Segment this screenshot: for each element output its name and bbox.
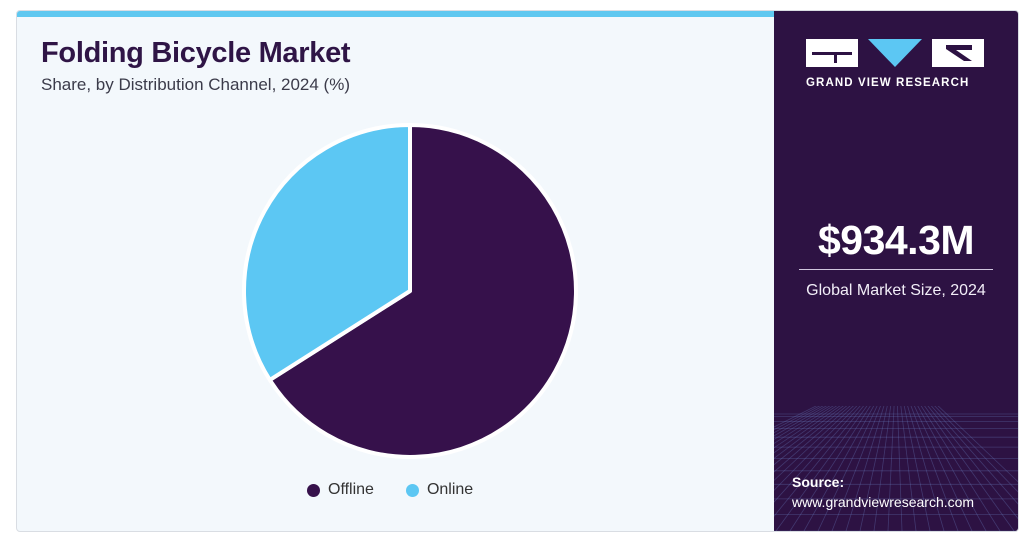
legend-label-online: Online xyxy=(426,481,474,498)
source-url[interactable]: www.grandviewresearch.com xyxy=(792,494,975,510)
market-size-label: Global Market Size, 2024 xyxy=(806,282,986,299)
gvr-logo-icon xyxy=(806,39,984,67)
pie-chart xyxy=(241,123,578,459)
chart-title: Folding Bicycle Market xyxy=(41,37,351,69)
divider xyxy=(799,269,993,270)
legend-item-offline: Offline xyxy=(307,481,374,499)
pie-slice-offline xyxy=(267,123,578,459)
accent-strip xyxy=(17,11,774,17)
mesh-lines xyxy=(774,406,1018,531)
chart-subtitle: Share, by Distribution Channel, 2024 (%) xyxy=(41,75,350,94)
legend-label-offline: Offline xyxy=(328,481,374,498)
info-sidebar: GRAND VIEW RESEARCH $934.3M Global Marke… xyxy=(774,11,1018,531)
brand-name: GRAND VIEW RESEARCH xyxy=(806,77,970,89)
infographic-card: Folding Bicycle Market Share, by Distrib… xyxy=(16,10,1019,532)
pie-slice-online xyxy=(241,123,412,382)
source-label: Source: xyxy=(792,474,845,490)
market-size-value: $934.3M xyxy=(817,217,975,263)
decorative-mesh xyxy=(774,406,1018,531)
chart-panel: Folding Bicycle Market Share, by Distrib… xyxy=(17,11,774,531)
legend-swatch-offline xyxy=(307,483,320,497)
brand-logo: GRAND VIEW RESEARCH xyxy=(806,39,986,89)
legend-swatch-online xyxy=(405,483,419,497)
chart-legend: Offline Online xyxy=(307,481,473,499)
legend-item-online: Online xyxy=(405,481,474,499)
